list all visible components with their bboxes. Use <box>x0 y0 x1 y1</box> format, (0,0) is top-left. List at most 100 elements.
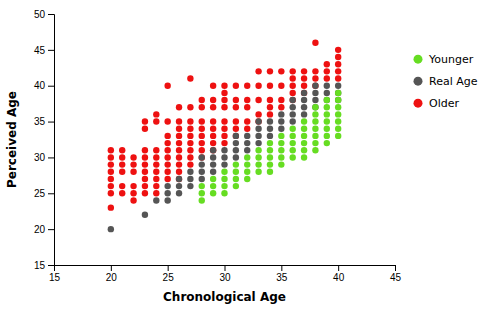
point <box>176 140 182 146</box>
point <box>108 226 114 232</box>
legend-item: Older <box>414 97 460 110</box>
point <box>244 97 250 103</box>
point <box>130 183 136 189</box>
point <box>301 75 307 81</box>
point <box>153 147 159 153</box>
point <box>312 147 318 153</box>
point <box>142 176 148 182</box>
point <box>335 90 341 96</box>
point <box>335 104 341 110</box>
point <box>255 147 261 153</box>
point <box>312 39 318 45</box>
point <box>324 111 330 117</box>
point <box>130 161 136 167</box>
x-axis: 15202530354045 <box>49 265 402 283</box>
point <box>164 197 170 203</box>
point <box>278 118 284 124</box>
y-tick: 15 <box>34 260 54 271</box>
point <box>290 133 296 139</box>
point <box>176 126 182 132</box>
point <box>199 197 205 203</box>
x-tick-mark <box>168 265 169 271</box>
point <box>312 104 318 110</box>
point <box>142 212 148 218</box>
point <box>142 183 148 189</box>
point <box>153 111 159 117</box>
point <box>301 83 307 89</box>
point <box>199 147 205 153</box>
point <box>290 90 296 96</box>
point <box>324 104 330 110</box>
point <box>312 97 318 103</box>
point <box>312 75 318 81</box>
point <box>290 126 296 132</box>
point <box>301 147 307 153</box>
point <box>187 104 193 110</box>
point <box>142 161 148 167</box>
point <box>335 97 341 103</box>
legend-swatch <box>414 55 423 64</box>
point <box>244 161 250 167</box>
point <box>267 118 273 124</box>
y-tick-mark <box>48 193 54 194</box>
point <box>290 147 296 153</box>
point <box>312 118 318 124</box>
point <box>267 133 273 139</box>
x-tick: 40 <box>333 265 345 283</box>
point <box>278 133 284 139</box>
point <box>324 61 330 67</box>
point <box>142 126 148 132</box>
point <box>335 133 341 139</box>
y-tick: 40 <box>34 80 54 91</box>
point <box>210 183 216 189</box>
point <box>199 118 205 124</box>
point <box>278 104 284 110</box>
point <box>176 161 182 167</box>
point <box>301 90 307 96</box>
point <box>267 154 273 160</box>
point <box>221 190 227 196</box>
point <box>278 68 284 74</box>
y-tick-label: 50 <box>34 9 46 20</box>
point <box>233 140 239 146</box>
x-tick-mark <box>225 265 226 271</box>
point <box>244 118 250 124</box>
y-tick: 50 <box>34 9 54 20</box>
point <box>119 169 125 175</box>
y-tick-label: 20 <box>34 224 46 235</box>
point <box>176 176 182 182</box>
point <box>221 140 227 146</box>
chart: 152025303540451520253035404550Chronologi… <box>0 0 500 309</box>
point <box>301 140 307 146</box>
point <box>267 111 273 117</box>
point <box>221 97 227 103</box>
point <box>267 161 273 167</box>
legend-swatch <box>414 99 423 108</box>
point <box>176 147 182 153</box>
x-tick-mark <box>395 265 396 271</box>
point <box>335 97 341 103</box>
point <box>221 169 227 175</box>
series-points <box>199 90 342 204</box>
point <box>108 183 114 189</box>
point <box>153 118 159 124</box>
point <box>324 118 330 124</box>
point <box>187 140 193 146</box>
point <box>267 147 273 153</box>
point <box>233 118 239 124</box>
point <box>164 176 170 182</box>
point <box>176 133 182 139</box>
point <box>324 126 330 132</box>
x-tick-label: 15 <box>49 272 61 283</box>
point <box>324 140 330 146</box>
point <box>267 68 273 74</box>
point <box>255 83 261 89</box>
point <box>335 47 341 53</box>
point <box>301 118 307 124</box>
point <box>176 176 182 182</box>
point <box>278 147 284 153</box>
point <box>221 126 227 132</box>
point <box>324 75 330 81</box>
y-axis-title: Perceived Age <box>5 91 19 188</box>
point <box>255 111 261 117</box>
